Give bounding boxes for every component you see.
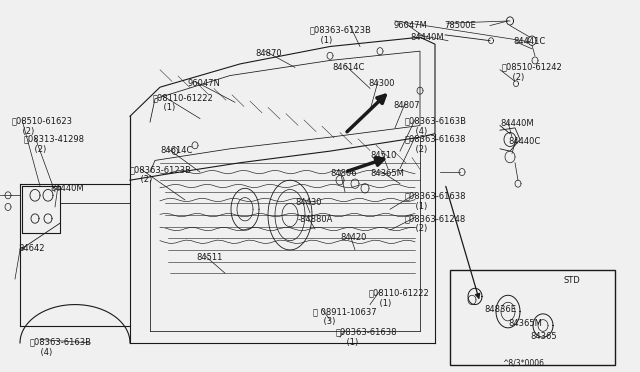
Text: 84440M: 84440M: [50, 184, 84, 193]
Text: Ⓢ08363-6123B
    (2): Ⓢ08363-6123B (2): [130, 165, 192, 185]
Text: 84614C: 84614C: [160, 147, 193, 155]
Text: Ⓢ08510-61623
    (2): Ⓢ08510-61623 (2): [12, 116, 73, 136]
Text: 84510: 84510: [370, 151, 396, 160]
Text: Ⓢ08363-61638
    (1): Ⓢ08363-61638 (1): [405, 192, 467, 211]
Text: Ⓑ08110-61222
    (1): Ⓑ08110-61222 (1): [369, 288, 429, 308]
Text: 84440M: 84440M: [500, 119, 534, 128]
Text: 84365M: 84365M: [370, 169, 404, 177]
Text: Ⓢ08363-6163B
    (4): Ⓢ08363-6163B (4): [405, 116, 467, 136]
Text: Ⓝ 08911-10637
    (3): Ⓝ 08911-10637 (3): [313, 307, 376, 326]
Text: STD: STD: [564, 276, 580, 285]
Text: 84440M: 84440M: [410, 32, 444, 42]
Text: 84440C: 84440C: [508, 137, 540, 146]
Text: ^8/3*0006: ^8/3*0006: [502, 358, 544, 367]
Text: Ⓢ08363-6123B
    (1): Ⓢ08363-6123B (1): [310, 26, 372, 45]
Text: 84614C: 84614C: [332, 63, 364, 72]
Text: -84880A: -84880A: [298, 215, 333, 224]
Text: 84870: 84870: [255, 49, 282, 58]
Text: 96047M: 96047M: [393, 21, 427, 30]
Text: Ⓑ08110-61222
    (1): Ⓑ08110-61222 (1): [153, 93, 214, 112]
Text: Ⓢ08363-6163B
    (4): Ⓢ08363-6163B (4): [30, 337, 92, 356]
Text: 84420: 84420: [340, 232, 366, 241]
Text: 78500E: 78500E: [444, 21, 476, 30]
Text: Ⓢ08363-61248
    (2): Ⓢ08363-61248 (2): [405, 214, 467, 233]
Text: 84511: 84511: [196, 253, 222, 262]
Text: 84365: 84365: [530, 333, 557, 341]
Text: 84806: 84806: [330, 169, 356, 177]
Text: 84642: 84642: [18, 244, 45, 253]
FancyBboxPatch shape: [450, 270, 615, 365]
Text: 84836E: 84836E: [484, 305, 516, 314]
Text: Ⓢ08313-41298
    (2): Ⓢ08313-41298 (2): [24, 135, 85, 154]
Text: 84441C: 84441C: [513, 37, 545, 46]
Text: 84430: 84430: [295, 198, 321, 206]
Text: Ⓢ08510-61242
    (2): Ⓢ08510-61242 (2): [502, 63, 563, 82]
Text: 96047N: 96047N: [188, 79, 221, 88]
Text: 84365M: 84365M: [508, 318, 542, 327]
Text: Ⓢ08363-61638
    (1): Ⓢ08363-61638 (1): [336, 328, 397, 347]
Text: 84807: 84807: [393, 101, 420, 110]
Text: Ⓢ08363-61638
    (2): Ⓢ08363-61638 (2): [405, 135, 467, 154]
Text: 84300: 84300: [368, 79, 394, 88]
